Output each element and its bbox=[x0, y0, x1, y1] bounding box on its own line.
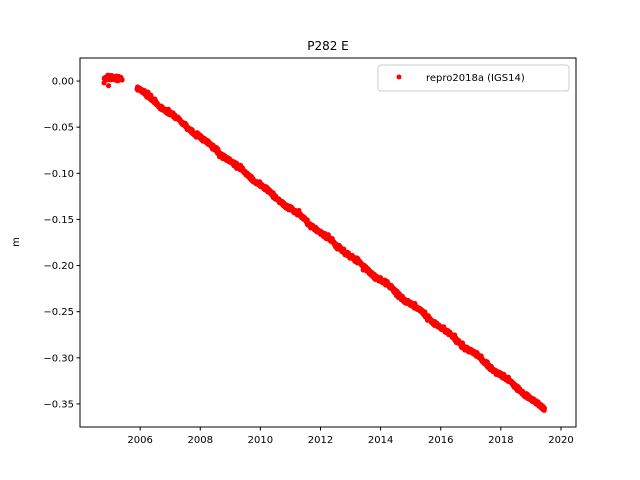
x-tick-label: 2016 bbox=[428, 435, 453, 446]
legend-label: repro2018a (IGS14) bbox=[426, 73, 525, 84]
data-point-outlier bbox=[105, 83, 112, 89]
legend: repro2018a (IGS14) bbox=[377, 64, 570, 92]
chart-title: P282 E bbox=[307, 39, 349, 53]
x-tick-label: 2010 bbox=[248, 435, 273, 446]
x-tick-label: 2006 bbox=[127, 435, 152, 446]
x-tick-label: 2014 bbox=[368, 435, 393, 446]
y-tick-label: −0.30 bbox=[43, 353, 74, 364]
data-point bbox=[541, 405, 548, 411]
x-axis-ticks: 2006 2008 2010 2012 2014 2016 2018 2020 bbox=[127, 427, 574, 446]
y-axis-label: m bbox=[11, 237, 22, 247]
legend-box bbox=[377, 64, 570, 92]
y-tick-label: −0.10 bbox=[43, 169, 74, 180]
y-tick-label: −0.05 bbox=[43, 123, 74, 134]
x-tick-label: 2018 bbox=[488, 435, 513, 446]
plot-frame bbox=[79, 57, 577, 428]
y-tick-label: −0.35 bbox=[43, 399, 74, 410]
y-tick-label: −0.25 bbox=[43, 307, 74, 318]
x-tick-label: 2020 bbox=[548, 435, 573, 446]
legend-marker bbox=[396, 74, 402, 80]
x-tick-label: 2008 bbox=[188, 435, 213, 446]
y-tick-label: −0.15 bbox=[43, 215, 74, 226]
y-tick-label: 0.00 bbox=[52, 77, 74, 88]
x-tick-label: 2012 bbox=[308, 435, 333, 446]
y-axis-ticks: 0.00 −0.05 −0.10 −0.15 −0.20 −0.25 −0.30 −0.35 bbox=[43, 77, 80, 410]
data-point bbox=[119, 77, 125, 83]
y-tick-label: −0.20 bbox=[43, 261, 74, 272]
scatter-points bbox=[101, 72, 548, 413]
